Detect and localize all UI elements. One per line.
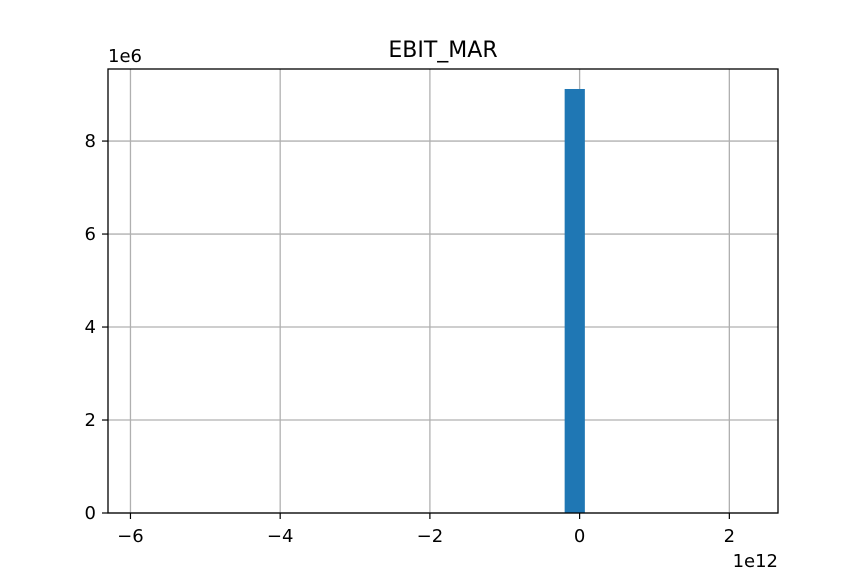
y-offset-label: 1e6 bbox=[108, 46, 142, 67]
x-tick-label: 0 bbox=[574, 526, 585, 547]
y-tick-label: 8 bbox=[85, 131, 96, 152]
x-axis: −6 −4 −2 0 2 bbox=[117, 513, 735, 547]
x-tick-label: 2 bbox=[724, 526, 735, 547]
chart-title: EBIT_MAR bbox=[388, 38, 497, 63]
y-tick-label: 4 bbox=[85, 317, 96, 338]
y-axis: 0 2 4 6 8 bbox=[85, 131, 108, 524]
x-tick-label: −2 bbox=[417, 526, 444, 547]
x-tick-label: −4 bbox=[267, 526, 294, 547]
bars-group bbox=[564, 88, 585, 513]
plot-frame bbox=[107, 68, 779, 514]
x-offset-label: 1e12 bbox=[733, 551, 778, 572]
y-tick-label: 0 bbox=[85, 503, 96, 524]
histogram-bar bbox=[564, 88, 585, 513]
grid-lines bbox=[108, 69, 778, 514]
x-tick-label: −6 bbox=[117, 526, 144, 547]
y-tick-label: 6 bbox=[85, 224, 96, 245]
y-tick-label: 2 bbox=[85, 410, 96, 431]
